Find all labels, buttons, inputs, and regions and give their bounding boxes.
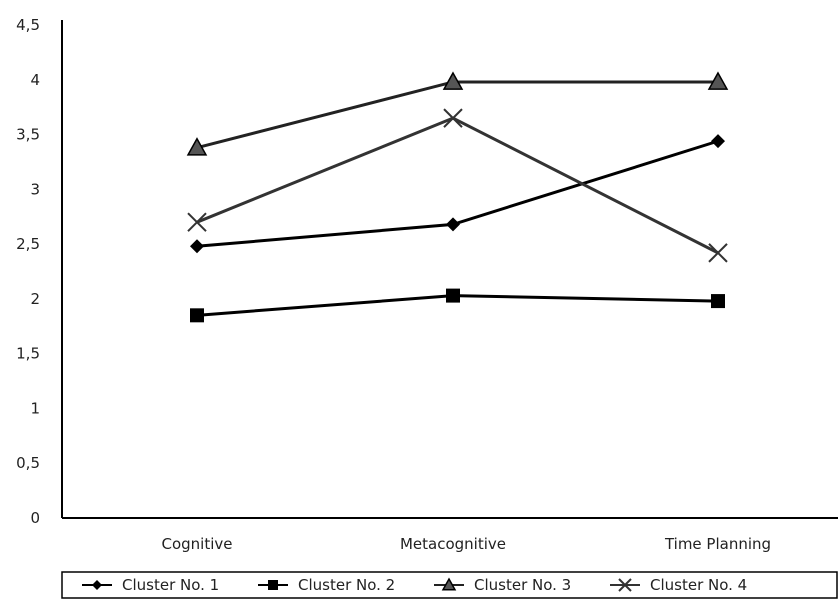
y-tick-label: 2,5 — [16, 235, 40, 253]
series-3-point — [186, 137, 208, 156]
legend: Cluster No. 1 Cluster No. 2 Cluster No. 3 C… — [61, 571, 838, 599]
chart-axes — [61, 20, 838, 519]
series-line-1 — [196, 139, 719, 248]
series-3-point — [442, 71, 464, 90]
y-tick-label: 2 — [30, 290, 40, 308]
y-tick-label: 4,5 — [16, 16, 40, 34]
series-2-point — [446, 288, 460, 303]
legend-label: Cluster No. 2 — [298, 576, 395, 594]
series-4-point — [708, 243, 728, 263]
legend-marker-diamond — [92, 580, 102, 590]
legend-item: Cluster No. 1 — [82, 576, 219, 594]
series-markers — [186, 71, 729, 323]
legend-box — [61, 571, 838, 599]
x-category-label: Cognitive — [161, 535, 232, 553]
y-tick-label: 1 — [30, 399, 40, 417]
legend-label: Cluster No. 1 — [122, 576, 219, 594]
legend-item: Cluster No. 3 — [434, 576, 571, 594]
y-tick-label: 0,5 — [16, 454, 40, 472]
x-axis-labels: Cognitive Metacognitive Time Planning — [161, 535, 771, 553]
y-tick-label: 3,5 — [16, 126, 40, 144]
series-3-point — [707, 71, 729, 90]
legend-item: Cluster No. 4 — [610, 576, 747, 594]
legend-marker-triangle — [441, 577, 457, 591]
legend-label: Cluster No. 3 — [474, 576, 571, 594]
series-2-point — [711, 294, 725, 309]
y-tick-label: 4 — [30, 71, 40, 89]
series-lines — [196, 80, 719, 317]
series-2-point — [190, 308, 204, 323]
series-1-point — [190, 239, 204, 254]
series-1-point — [446, 217, 460, 232]
series-4-point — [187, 212, 207, 232]
y-tick-label: 3 — [30, 180, 40, 198]
series-line-4 — [196, 116, 719, 255]
legend-marker-x — [618, 578, 632, 592]
y-axis-ticks: 0 0,5 1 1,5 2 2,5 3 3,5 4 4,5 — [16, 16, 40, 527]
series-4-point — [443, 108, 463, 128]
y-tick-label: 0 — [30, 509, 40, 527]
x-category-label: Metacognitive — [400, 535, 506, 553]
y-tick-label: 1,5 — [16, 345, 40, 363]
series-1-point — [711, 134, 725, 149]
legend-label: Cluster No. 4 — [650, 576, 747, 594]
legend-marker-square — [268, 580, 278, 590]
legend-item: Cluster No. 2 — [258, 576, 395, 594]
x-category-label: Time Planning — [664, 535, 771, 553]
